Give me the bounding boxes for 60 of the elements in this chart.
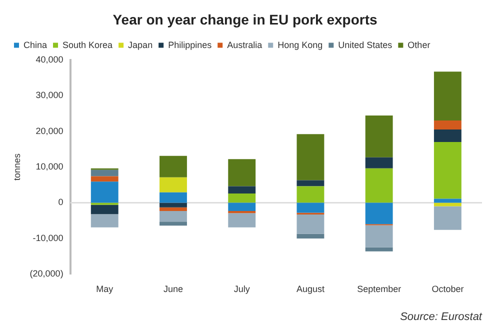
bar [365, 116, 393, 158]
y-axis-title: tonnes [12, 152, 22, 181]
bar [90, 204, 118, 214]
x-tick-label: May [96, 284, 114, 294]
legend-label: South Korea [62, 40, 113, 50]
bar [296, 202, 324, 213]
y-tick-label: -10,000 [32, 232, 64, 243]
bar [160, 156, 187, 178]
bar [365, 225, 393, 248]
source-note: Source: Eurostat [400, 311, 483, 324]
bar [434, 142, 462, 199]
y-tick-label: 30,000 [36, 90, 64, 100]
bar [160, 207, 187, 211]
bar [90, 170, 118, 176]
bar [160, 192, 187, 203]
bar [296, 186, 324, 203]
bar [160, 210, 187, 222]
bar [365, 202, 393, 224]
bar [365, 168, 393, 203]
bar [296, 134, 324, 180]
bar [434, 120, 462, 130]
bar [365, 247, 393, 252]
legend-label: United States [338, 40, 393, 50]
y-tick-label: 10,000 [36, 161, 64, 172]
bar [434, 206, 462, 230]
legend-label: Australia [227, 40, 262, 50]
bar [434, 129, 462, 142]
bar [160, 222, 187, 226]
bar [90, 182, 118, 203]
chart-title: Year on year change in EU pork exports [112, 11, 378, 28]
x-tick-label: June [163, 284, 184, 294]
bar [228, 186, 256, 194]
bar [296, 214, 324, 234]
bar [160, 177, 187, 192]
y-tick-label: 40,000 [36, 54, 64, 64]
bar [434, 72, 462, 121]
bar [228, 213, 256, 228]
legend-label: Philippines [168, 40, 212, 50]
legend-label: Hong Kong [278, 40, 323, 50]
legend-label: Other [408, 40, 430, 50]
legend-label: Japan [128, 40, 153, 50]
bar [90, 214, 118, 228]
y-tick-label: 20,000 [36, 126, 64, 136]
bar [296, 234, 324, 238]
bar [434, 202, 462, 206]
bar [228, 202, 256, 211]
x-tick-label: September [357, 284, 402, 294]
x-tick-label: August [296, 284, 325, 294]
y-tick-label: (20,000) [30, 268, 64, 279]
bar [228, 159, 256, 186]
bar [90, 176, 118, 182]
bar [228, 193, 256, 203]
y-tick-label: 0 [58, 197, 64, 208]
legend-label: China [24, 40, 48, 50]
bar [365, 157, 393, 168]
x-tick-label: October [432, 284, 464, 294]
bar [160, 202, 187, 208]
bar [228, 210, 256, 214]
bar [296, 180, 324, 186]
x-tick-label: July [234, 284, 250, 294]
